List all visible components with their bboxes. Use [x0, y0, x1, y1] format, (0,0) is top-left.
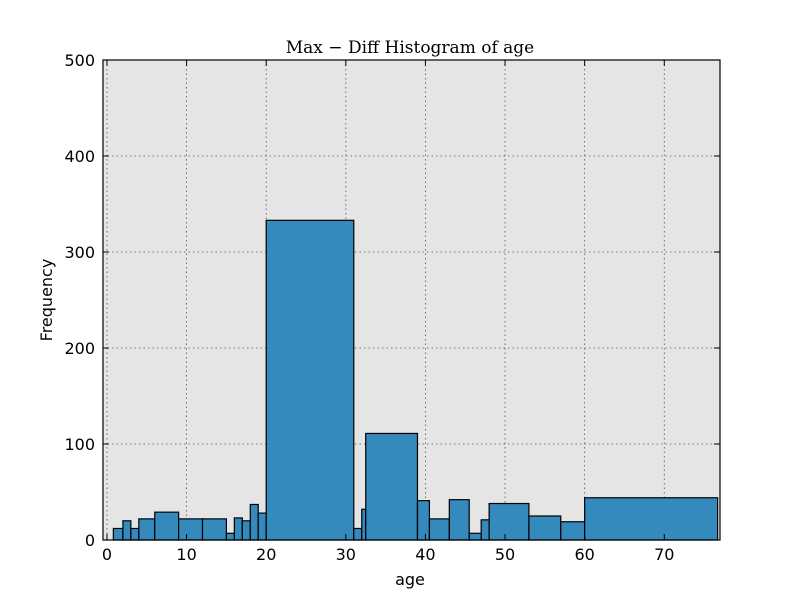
histogram-bar [122, 520, 132, 541]
axis-ticks: 0 10 20 30 40 50 60 70 0 100 200 300 400 500 [64, 51, 720, 564]
histogram-bar [584, 497, 719, 541]
y-tick-label: 200 [64, 339, 95, 358]
histogram-bar [130, 527, 140, 541]
y-axis-label: Frequency [37, 259, 56, 342]
chart-title: Max − Diff Histogram of age [286, 38, 534, 58]
y-tick-label: 100 [64, 435, 95, 454]
histogram-bar [353, 527, 363, 541]
y-tick-label: 400 [64, 147, 95, 166]
histogram-bar [560, 521, 586, 541]
histogram-bar [468, 532, 482, 541]
histogram-bar [241, 520, 251, 541]
histogram-bar [233, 517, 243, 541]
x-tick-label: 0 [102, 545, 112, 564]
histogram-bar [257, 512, 267, 541]
x-tick-label: 60 [574, 545, 594, 564]
histogram-bar [225, 532, 235, 541]
x-tick-label: 10 [176, 545, 196, 564]
x-tick-label: 40 [415, 545, 435, 564]
histogram-bar [528, 515, 562, 541]
histogram-bar [480, 519, 490, 541]
x-tick-label: 50 [495, 545, 515, 564]
histogram-bar [365, 432, 419, 541]
y-tick-label: 500 [64, 51, 95, 70]
histogram-bar [416, 500, 431, 541]
histogram-bar [201, 518, 227, 541]
x-tick-label: 20 [256, 545, 276, 564]
histogram-bar [249, 503, 259, 541]
plot-frame [102, 59, 721, 541]
histogram-bar [138, 518, 156, 541]
histogram-bar [178, 518, 204, 541]
histogram-bar [428, 518, 450, 541]
histogram-bar [265, 219, 355, 541]
histogram-bar [154, 511, 180, 541]
histogram-bar [112, 527, 124, 541]
x-axis-label: age [395, 570, 425, 589]
histogram-bar [488, 502, 530, 541]
y-tick-label: 0 [85, 531, 95, 550]
histogram-bars [112, 219, 719, 541]
y-tick-label: 300 [64, 243, 95, 262]
x-tick-label: 30 [336, 545, 356, 564]
x-tick-label: 70 [654, 545, 674, 564]
histogram-bar [448, 499, 470, 541]
